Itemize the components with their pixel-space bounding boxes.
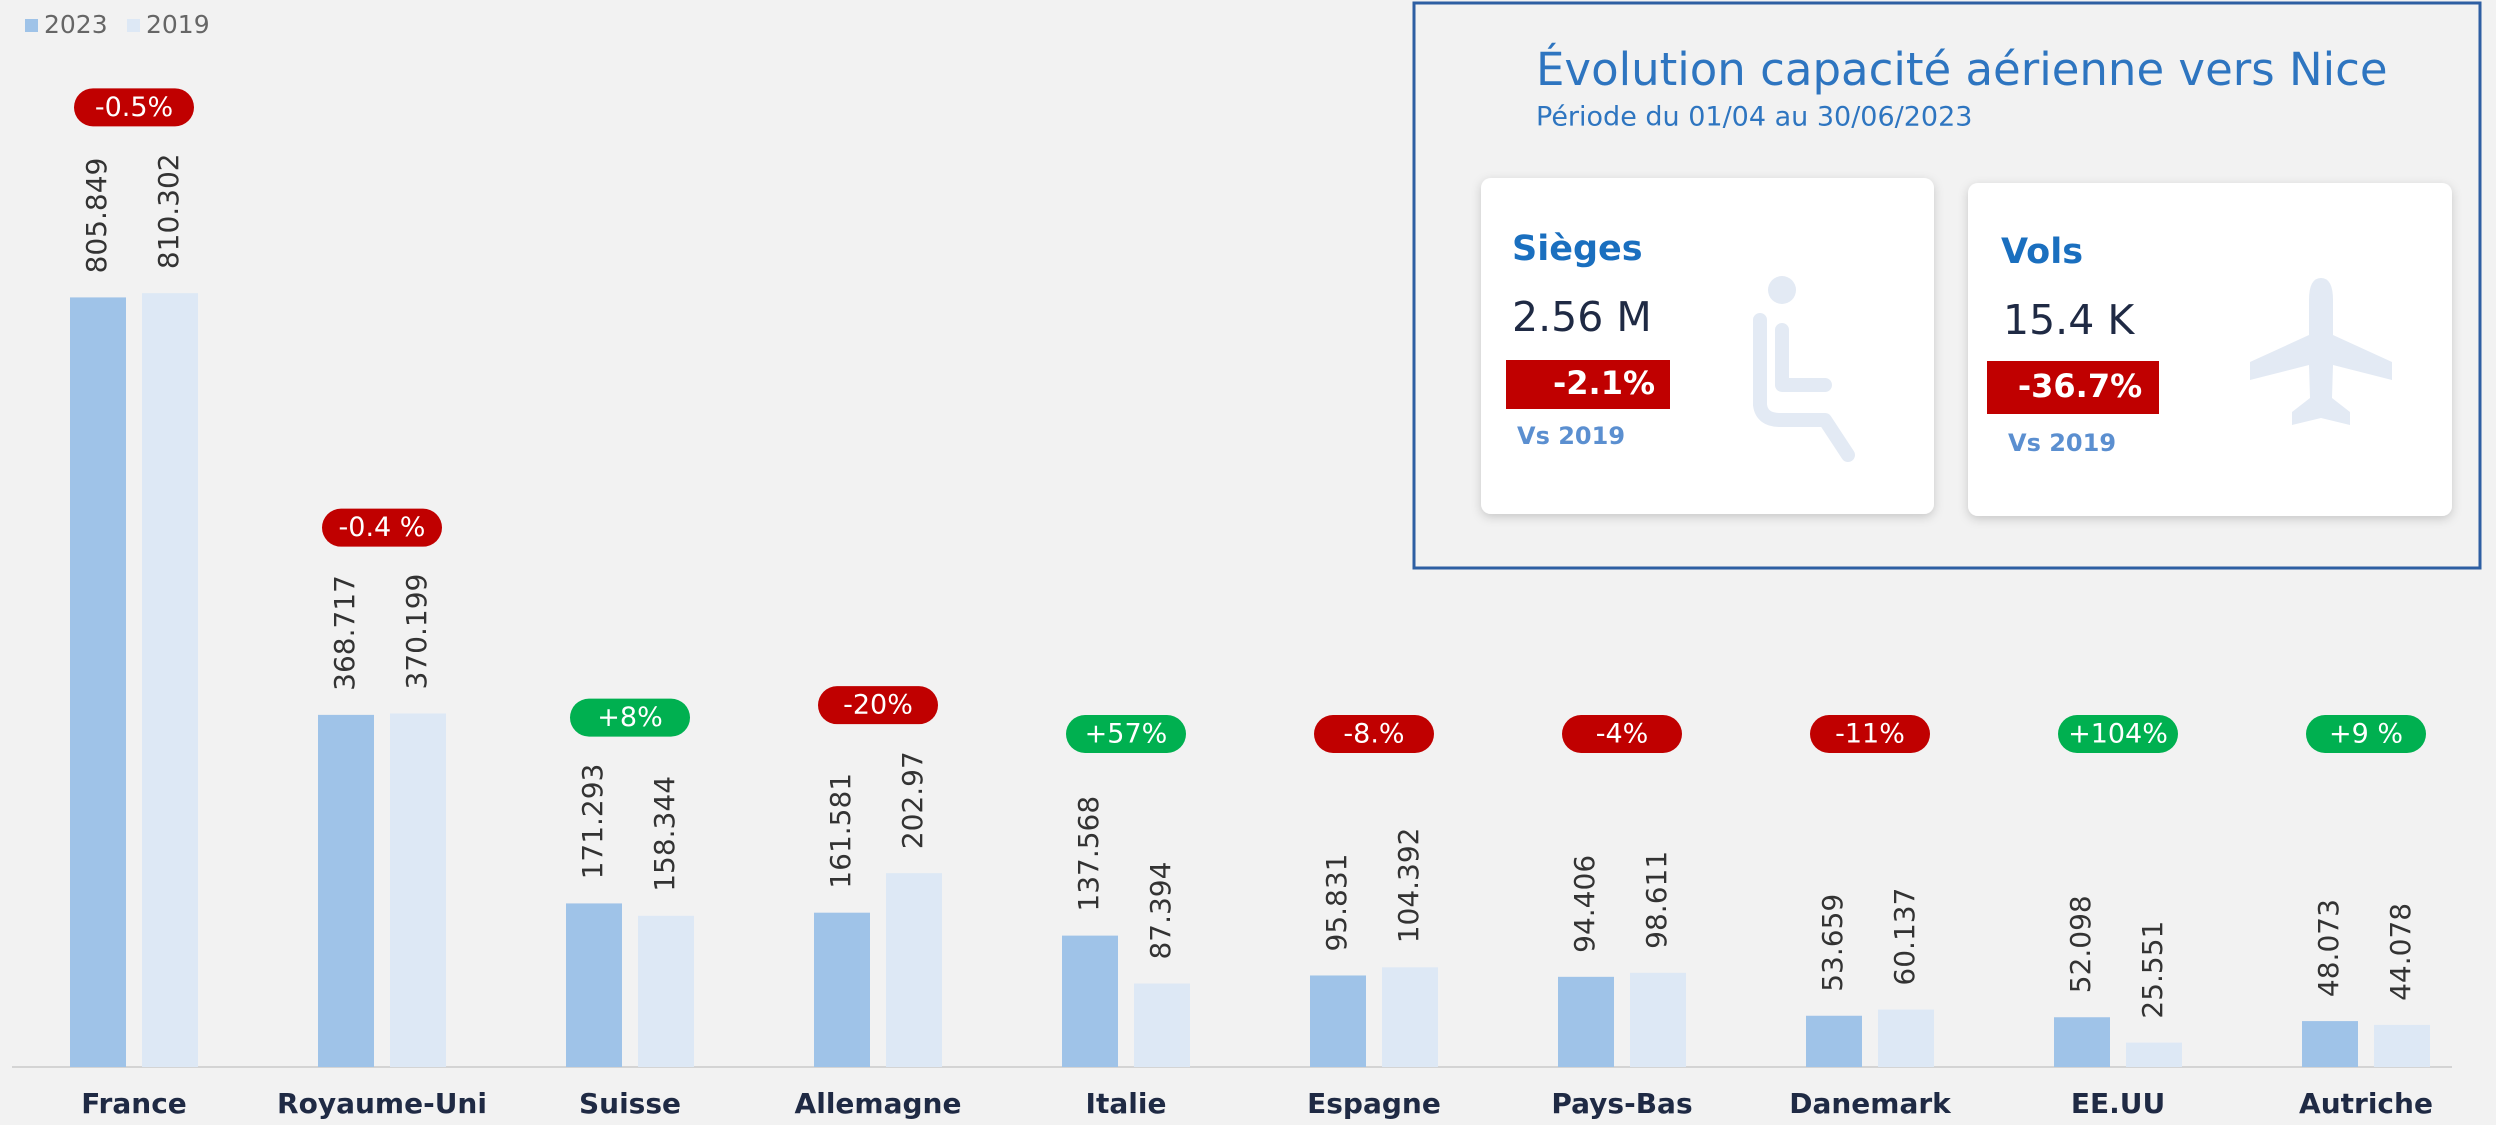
value-label: 202.97 bbox=[896, 751, 929, 849]
kpi-change: -2.1% bbox=[1553, 364, 1655, 402]
kpi-card bbox=[1968, 183, 2452, 516]
change-badge bbox=[1066, 715, 1186, 753]
kpi-note: Vs 2019 bbox=[2008, 429, 2116, 457]
legend-label: 2019 bbox=[146, 10, 210, 39]
bar bbox=[814, 912, 870, 1067]
change-badge bbox=[2058, 715, 2178, 753]
seat-icon bbox=[1753, 276, 1855, 462]
bar bbox=[1310, 975, 1366, 1067]
change-label: +57% bbox=[1085, 719, 1168, 750]
change-label: -20% bbox=[843, 690, 913, 721]
bar bbox=[638, 915, 694, 1067]
bar bbox=[1806, 1015, 1862, 1067]
legend-label: 2023 bbox=[44, 10, 108, 39]
change-badge bbox=[1562, 715, 1682, 753]
change-badge bbox=[1810, 715, 1930, 753]
value-label: 44.078 bbox=[2384, 903, 2417, 1001]
value-label: 53.659 bbox=[1816, 894, 1849, 992]
plane-icon bbox=[2250, 278, 2392, 425]
bar bbox=[1382, 967, 1438, 1067]
value-label: 370.199 bbox=[400, 574, 433, 690]
kpi-title: Évolution capacité aérienne vers Nice bbox=[1536, 43, 2388, 96]
change-badge bbox=[74, 88, 194, 127]
value-label: 137.568 bbox=[1072, 796, 1105, 912]
kpi-subtitle: Période du 01/04 au 30/06/2023 bbox=[1536, 102, 1972, 133]
bar bbox=[1134, 983, 1190, 1067]
value-label: 158.344 bbox=[648, 776, 681, 892]
change-label: -4% bbox=[1596, 719, 1649, 750]
x-tick-label: Royaume-Uni bbox=[277, 1087, 487, 1120]
kpi-change: -36.7% bbox=[2018, 367, 2142, 405]
x-tick-label: Italie bbox=[1086, 1087, 1167, 1120]
change-badge bbox=[1314, 715, 1434, 753]
bar bbox=[318, 714, 374, 1067]
bar bbox=[886, 873, 942, 1067]
value-label: 805.849 bbox=[80, 158, 113, 274]
value-label: 52.098 bbox=[2064, 895, 2097, 993]
bar bbox=[142, 293, 198, 1067]
kpi-change-box bbox=[1506, 360, 1670, 409]
kpi-label: Sièges bbox=[1512, 229, 1643, 269]
change-badge bbox=[2306, 715, 2426, 753]
x-tick-label: Allemagne bbox=[795, 1087, 962, 1120]
change-label: -8.% bbox=[1343, 719, 1404, 750]
kpi-value: 15.4 K bbox=[2003, 296, 2135, 344]
change-label: -11% bbox=[1835, 719, 1905, 750]
value-label: 60.137 bbox=[1888, 888, 1921, 986]
bar bbox=[1630, 972, 1686, 1067]
value-label: 95.831 bbox=[1320, 853, 1353, 951]
value-label: 25.551 bbox=[2136, 921, 2169, 1019]
change-label: +9 % bbox=[2329, 719, 2403, 750]
value-label: 48.073 bbox=[2312, 899, 2345, 997]
kpi-change-box bbox=[1987, 361, 2159, 414]
kpi-note: Vs 2019 bbox=[1517, 422, 1625, 450]
x-tick-label: Pays-Bas bbox=[1551, 1087, 1692, 1120]
bar bbox=[390, 713, 446, 1067]
value-label: 161.581 bbox=[824, 773, 857, 889]
change-badge bbox=[322, 508, 442, 547]
bar bbox=[1558, 976, 1614, 1067]
x-tick-label: France bbox=[81, 1087, 187, 1120]
legend-swatch bbox=[127, 19, 140, 32]
bar bbox=[1062, 935, 1118, 1067]
value-label: 98.611 bbox=[1640, 851, 1673, 949]
change-label: -0.5% bbox=[95, 92, 173, 123]
legend-swatch bbox=[25, 19, 38, 32]
change-label: -0.4 % bbox=[339, 512, 426, 543]
value-label: 171.293 bbox=[576, 764, 609, 880]
value-label: 104.392 bbox=[1392, 828, 1425, 944]
bar bbox=[2054, 1017, 2110, 1067]
bar bbox=[2302, 1021, 2358, 1067]
kpi-value: 2.56 M bbox=[1512, 293, 1652, 341]
bar bbox=[2126, 1042, 2182, 1067]
value-label: 810.302 bbox=[152, 153, 185, 269]
change-badge bbox=[570, 698, 690, 737]
change-badge bbox=[818, 686, 938, 725]
kpi-card bbox=[1481, 178, 1934, 514]
value-label: 368.717 bbox=[328, 575, 361, 691]
bar bbox=[566, 903, 622, 1067]
x-tick-label: Danemark bbox=[1789, 1087, 1952, 1120]
bar bbox=[70, 297, 126, 1068]
kpi-label: Vols bbox=[2001, 232, 2083, 272]
change-label: +104% bbox=[2068, 719, 2168, 750]
bar bbox=[1878, 1009, 1934, 1067]
x-tick-label: EE.UU bbox=[2071, 1087, 2165, 1120]
value-label: 94.406 bbox=[1568, 855, 1601, 953]
x-tick-label: Autriche bbox=[2299, 1087, 2433, 1120]
change-label: +8% bbox=[597, 702, 662, 733]
bar bbox=[2374, 1024, 2430, 1067]
x-tick-label: Suisse bbox=[579, 1087, 681, 1120]
value-label: 87.394 bbox=[1144, 862, 1177, 960]
x-tick-label: Espagne bbox=[1307, 1087, 1441, 1120]
